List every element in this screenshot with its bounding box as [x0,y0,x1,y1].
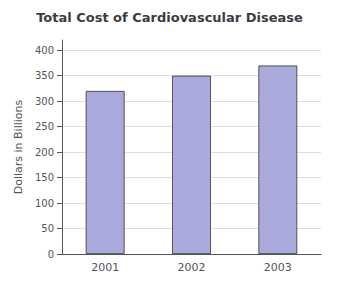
svg-text:200: 200 [35,147,54,158]
svg-text:400: 400 [35,45,54,56]
svg-text:2002: 2002 [178,261,206,274]
svg-text:300: 300 [35,96,54,107]
svg-text:2001: 2001 [91,261,119,274]
svg-text:2003: 2003 [264,261,292,274]
svg-text:Dollars in Billions: Dollars in Billions [12,99,25,194]
svg-text:50: 50 [41,223,54,234]
svg-text:150: 150 [35,172,54,183]
svg-text:250: 250 [35,121,54,132]
svg-text:100: 100 [35,198,54,209]
svg-text:0: 0 [48,249,54,260]
svg-text:Total Cost of Cardiovascular D: Total Cost of Cardiovascular Disease [36,10,303,25]
svg-text:350: 350 [35,70,54,81]
